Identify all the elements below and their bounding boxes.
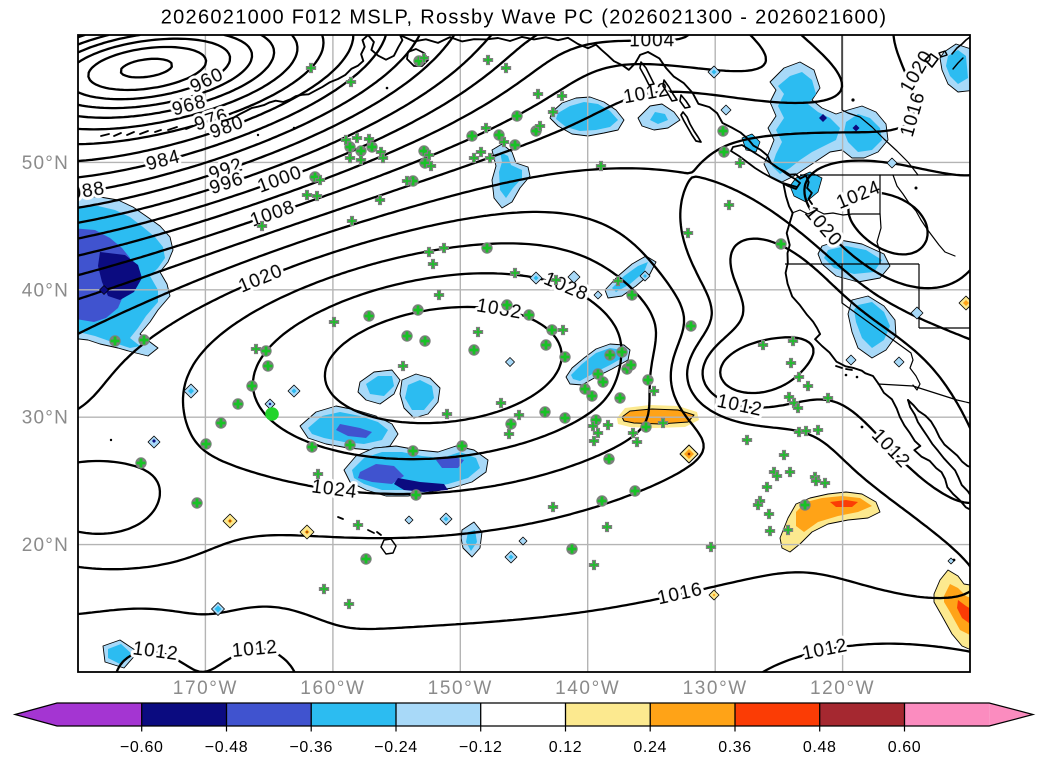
svg-text:−0.24: −0.24: [374, 739, 417, 756]
svg-text:140°W: 140°W: [555, 678, 620, 699]
svg-text:2026021000 F012 MSLP, Rossby W: 2026021000 F012 MSLP, Rossby Wave PC (20…: [161, 7, 888, 29]
svg-text:170°W: 170°W: [173, 678, 238, 699]
svg-text:−0.48: −0.48: [205, 739, 248, 756]
svg-text:120°W: 120°W: [810, 678, 875, 699]
svg-text:−0.12: −0.12: [459, 739, 502, 756]
svg-text:0.48: 0.48: [803, 739, 837, 756]
svg-text:30°N: 30°N: [22, 408, 69, 429]
svg-text:130°W: 130°W: [683, 678, 748, 699]
svg-text:1012: 1012: [231, 637, 279, 662]
svg-text:1004: 1004: [629, 30, 675, 51]
svg-text:160°W: 160°W: [300, 678, 365, 699]
svg-text:1004: 1004: [629, 30, 675, 51]
svg-text:0.12: 0.12: [549, 739, 583, 756]
svg-text:150°W: 150°W: [428, 678, 493, 699]
svg-text:0.60: 0.60: [888, 739, 922, 756]
svg-text:0.36: 0.36: [718, 739, 752, 756]
svg-text:0.24: 0.24: [633, 739, 667, 756]
svg-text:40°N: 40°N: [22, 280, 69, 301]
svg-text:1012: 1012: [231, 637, 279, 662]
svg-text:−0.60: −0.60: [120, 739, 163, 756]
svg-text:20°N: 20°N: [22, 535, 69, 556]
svg-text:50°N: 50°N: [22, 153, 69, 174]
svg-text:−0.36: −0.36: [289, 739, 332, 756]
